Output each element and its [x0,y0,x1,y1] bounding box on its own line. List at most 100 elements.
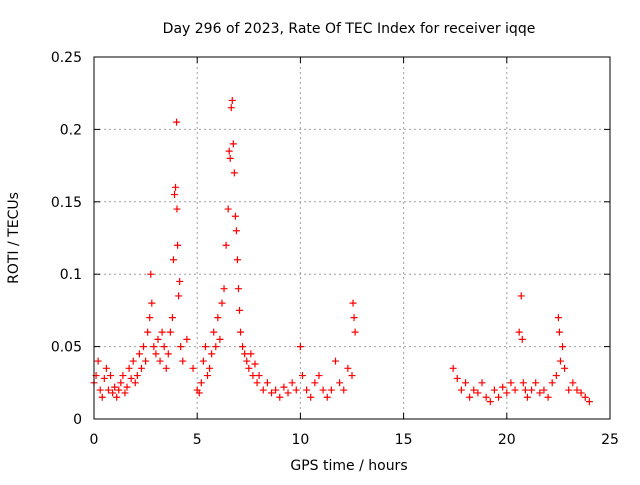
x-tick-label: 20 [498,432,516,448]
data-point [474,389,482,397]
data-point [174,241,182,249]
data-point [307,393,315,401]
data-point [511,386,519,394]
data-point [236,306,244,314]
data-point [183,335,191,343]
data-point [195,389,203,397]
data-point [189,364,197,372]
data-point [113,393,121,401]
data-point [212,343,220,351]
data-point [507,379,515,387]
data-point [115,386,123,394]
data-point [135,350,143,358]
data-point [349,299,357,307]
data-point [218,299,226,307]
data-point [253,379,261,387]
data-point [521,386,529,394]
x-axis-label: GPS time / hours [290,458,407,474]
data-point [340,386,348,394]
data-point [503,389,511,397]
y-tick-label: 0 [73,412,82,428]
data-point [296,343,304,351]
data-point [166,328,174,336]
data-point [478,379,486,387]
data-point [140,343,148,351]
data-point [152,350,160,358]
data-point [197,379,205,387]
data-point [169,256,177,264]
data-point [292,386,300,394]
data-point [172,183,180,191]
data-point [555,328,563,336]
data-point [528,386,536,394]
data-point [540,386,548,394]
y-tick-label: 0.2 [60,122,82,138]
data-point [462,379,470,387]
data-point [100,374,108,382]
data-point [536,389,544,397]
data-point [156,357,164,365]
data-point [518,335,526,343]
data-point [179,357,187,365]
y-tick-label: 0.1 [60,267,82,283]
data-point [284,389,292,397]
data-point [331,357,339,365]
data-point [146,314,154,322]
data-point [351,328,359,336]
data-point [210,328,218,336]
data-point [175,292,183,300]
data-point [247,350,255,358]
data-point [127,374,135,382]
data-point [263,379,271,387]
data-point [259,386,267,394]
data-point [154,335,162,343]
data-point [486,398,494,406]
data-point [466,393,474,401]
data-point [519,379,527,387]
data-point [222,241,230,249]
data-point [117,379,125,387]
data-point [449,364,457,372]
data-point [121,389,129,397]
data-point [470,386,478,394]
data-point [237,328,245,336]
data-point [144,328,152,336]
data-point [319,386,327,394]
data-point [227,104,235,112]
data-point [565,386,573,394]
data-point [162,364,170,372]
data-point [111,383,119,391]
data-point [276,393,284,401]
x-tick-label: 15 [395,432,413,448]
data-point [129,357,137,365]
data-point [315,372,323,380]
data-point [288,379,296,387]
data-point [160,343,168,351]
data-point [225,147,233,155]
data-point [107,372,115,380]
data-point [231,212,239,220]
axis-ticks [93,56,611,420]
data-point [177,343,185,351]
data-point [552,372,560,380]
data-point [173,205,181,213]
data-point [311,379,319,387]
data-point [158,328,166,336]
data-point [559,343,567,351]
data-points [90,96,593,406]
data-point [544,393,552,401]
data-point [176,277,184,285]
data-point [233,256,241,264]
data-point [556,357,564,365]
data-point [214,314,222,322]
data-point [280,383,288,391]
data-point [251,360,259,368]
data-point [230,169,238,177]
data-point [243,357,251,365]
x-tick-label: 25 [601,432,619,448]
data-point [168,314,176,322]
data-point [201,343,209,351]
data-point [109,389,117,397]
data-point [232,227,240,235]
data-point [532,379,540,387]
